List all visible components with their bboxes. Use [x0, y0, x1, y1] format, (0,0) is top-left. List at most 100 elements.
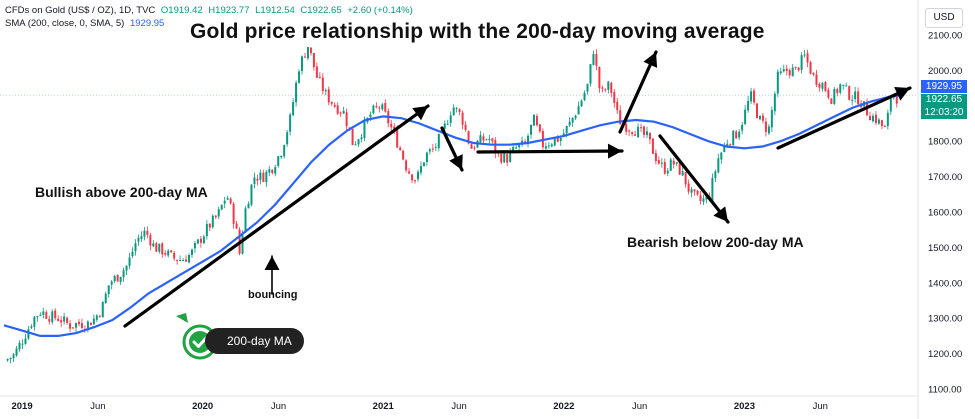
candle-body — [791, 67, 794, 77]
candle-body — [732, 130, 735, 146]
y-tick-label: 1800.00 — [928, 137, 962, 148]
candle-body — [21, 343, 24, 345]
candle-body — [571, 117, 574, 123]
candle-body — [797, 67, 800, 71]
candle-body — [628, 130, 631, 132]
y-tick-label: 2100.00 — [928, 31, 962, 42]
candle-body — [342, 110, 345, 114]
candle-body — [170, 250, 173, 253]
candle-body — [425, 152, 428, 163]
candle-body — [877, 119, 880, 124]
candle-body — [247, 203, 250, 209]
candle-body — [470, 144, 473, 149]
y-tick-label: 1600.00 — [928, 208, 962, 219]
candle-body — [729, 144, 732, 146]
candle-body — [419, 165, 422, 173]
candle-body — [812, 72, 815, 75]
currency-button[interactable]: USD — [925, 8, 963, 28]
candle-body — [431, 148, 434, 150]
candle-body — [303, 56, 306, 58]
candle-body — [776, 71, 779, 94]
candle-body — [122, 270, 125, 278]
candle-body — [372, 105, 375, 114]
candle-body — [506, 154, 509, 163]
candle-body — [110, 281, 113, 285]
candle-body — [494, 140, 497, 154]
candle-body — [756, 103, 759, 119]
candle-body — [473, 147, 476, 149]
candle-body — [324, 90, 327, 92]
candle-body — [318, 76, 321, 78]
sma-indicator-label[interactable]: SMA (200, close, 0, SMA, 5) — [5, 18, 125, 29]
candle-body — [196, 239, 199, 244]
candle-body — [60, 320, 63, 323]
candle-body — [351, 128, 354, 146]
candle-body — [657, 159, 660, 164]
candle-body — [399, 147, 402, 151]
candle-body — [428, 149, 431, 152]
candle-body — [27, 329, 30, 339]
candle-body — [854, 91, 857, 100]
x-tick-label: 2020 — [192, 401, 213, 412]
candle-body — [458, 109, 461, 113]
candle-body — [482, 136, 485, 141]
candle-body — [785, 68, 788, 71]
candle-body — [640, 127, 643, 129]
candle-body — [556, 137, 559, 142]
candle-body — [806, 53, 809, 63]
candle-body — [720, 152, 723, 160]
candle-body — [414, 180, 417, 182]
candle-body — [244, 208, 247, 233]
candle-body — [235, 223, 238, 229]
candle-body — [717, 158, 720, 173]
candle-body — [241, 233, 244, 254]
candle-body — [503, 153, 506, 163]
candle-body — [559, 138, 562, 141]
candle-body — [176, 259, 179, 261]
candle-body — [830, 98, 833, 105]
candle-body — [455, 107, 458, 109]
sma-200-line — [3, 94, 900, 337]
candle-body — [744, 109, 747, 125]
bouncing-arrow-head — [264, 256, 280, 270]
candle-body — [179, 260, 182, 262]
candle-body — [164, 253, 167, 255]
candle-body — [330, 101, 333, 104]
candle-body — [289, 114, 292, 132]
chart-title: Gold price relationship with the 200-day… — [190, 20, 765, 43]
candle-body — [461, 112, 464, 125]
candle-body — [845, 85, 848, 87]
candle-body — [648, 132, 651, 140]
recovery-arrow-head — [894, 86, 910, 101]
candle-body — [687, 183, 690, 192]
candle-body — [518, 144, 521, 148]
candle-body — [173, 252, 176, 259]
candle-body — [678, 161, 681, 175]
candle-body — [384, 103, 387, 112]
candle-body — [223, 200, 226, 204]
candle-body — [895, 96, 898, 104]
y-tick-label: 1400.00 — [928, 278, 962, 289]
candle-body — [363, 120, 366, 138]
candle-body — [217, 209, 220, 217]
candle-body — [416, 171, 419, 180]
candle-body — [422, 162, 425, 167]
candle-body — [446, 123, 449, 125]
candle-body — [190, 249, 193, 256]
candle-body — [666, 170, 669, 174]
candle-body — [9, 357, 12, 360]
candle-body — [553, 138, 556, 146]
candle-body — [616, 101, 619, 111]
candle-body — [66, 317, 69, 323]
candle-body — [137, 237, 140, 242]
candle-body — [699, 195, 702, 202]
candle-body — [77, 321, 80, 325]
candle-body — [24, 338, 27, 344]
candle-body — [205, 224, 208, 237]
candle-body — [152, 243, 155, 247]
candle-body — [726, 143, 729, 147]
candle-body — [161, 243, 164, 255]
candle-body — [690, 189, 693, 193]
candle-body — [509, 151, 512, 162]
